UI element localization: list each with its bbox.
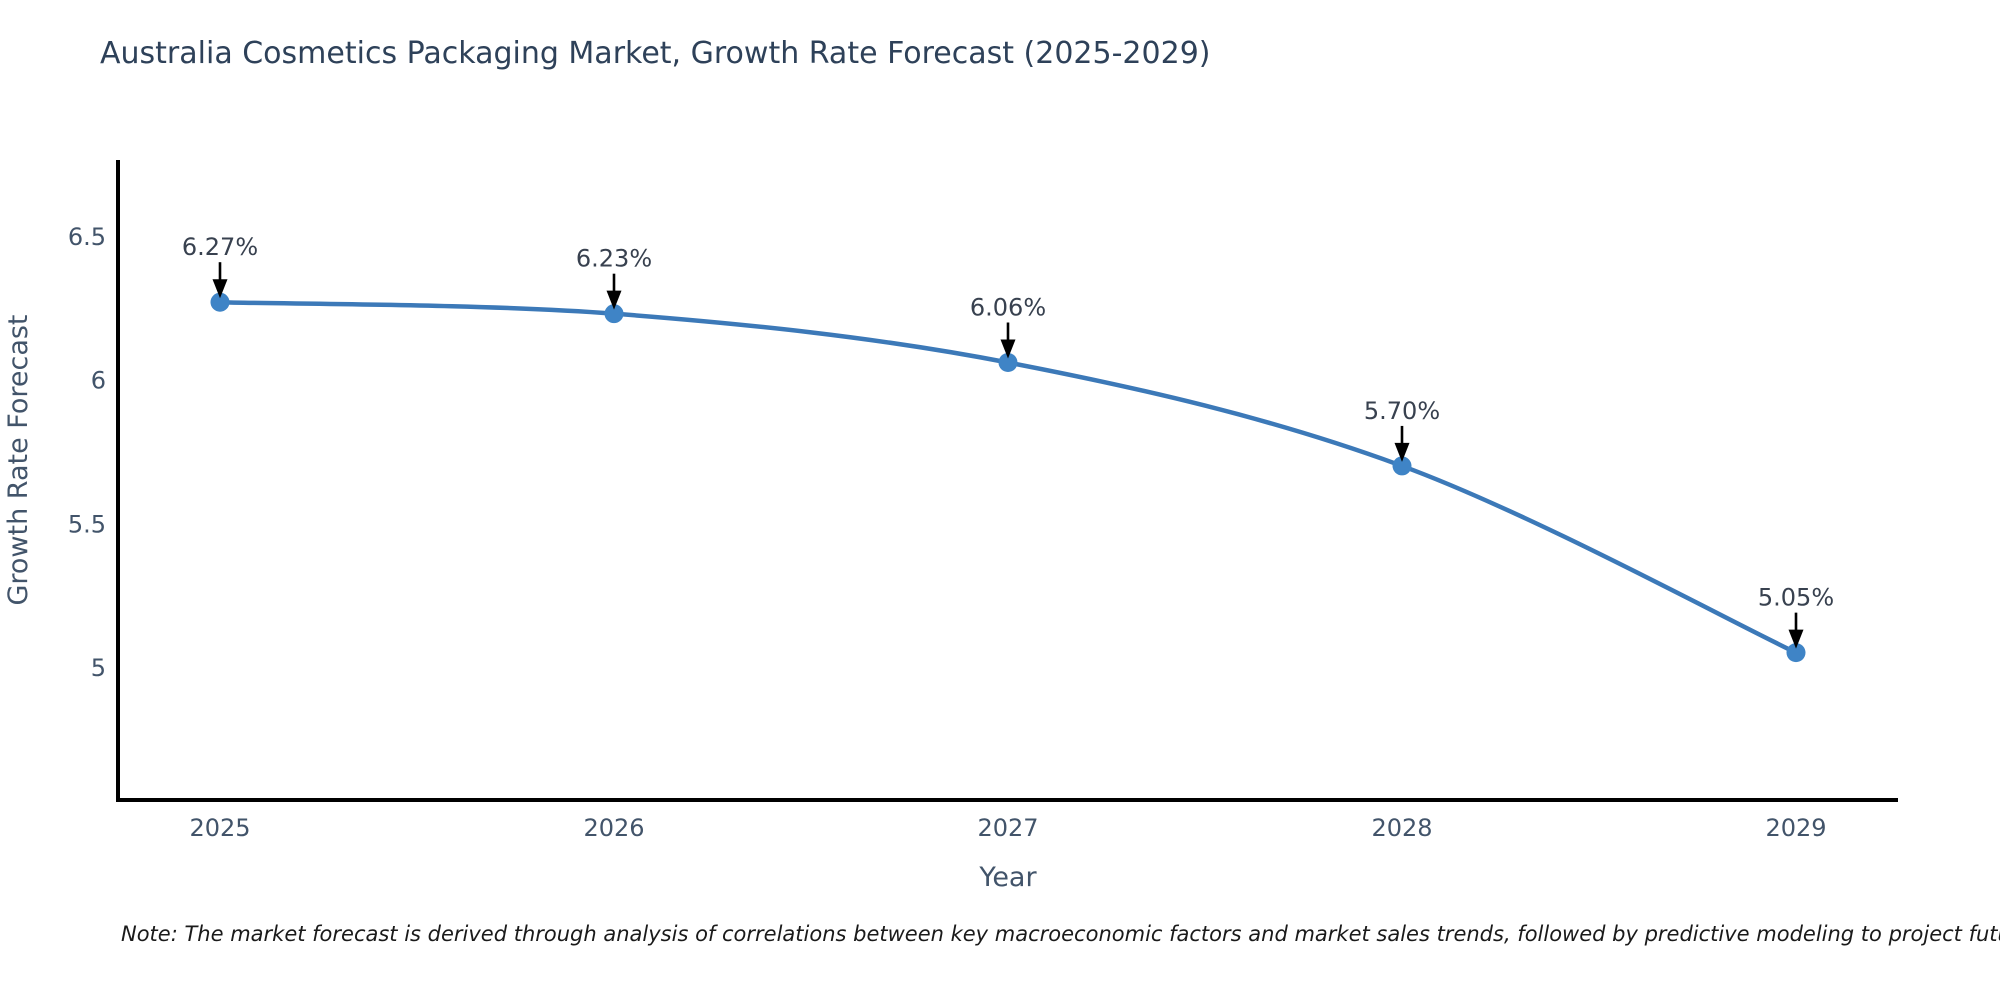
x-tick-2029: 2029 xyxy=(1765,814,1826,842)
y-tick-6.5: 6.5 xyxy=(68,223,106,251)
x-tick-2027: 2027 xyxy=(977,814,1038,842)
data-label-2029: 5.05% xyxy=(1758,584,1834,612)
x-tick-2025: 2025 xyxy=(189,814,250,842)
data-point-2026 xyxy=(604,304,624,324)
footnote: Note: The market forecast is derived thr… xyxy=(121,922,2000,946)
y-axis-title: Growth Rate Forecast xyxy=(3,314,34,605)
x-tick-2026: 2026 xyxy=(583,814,644,842)
y-tick-5.5: 5.5 xyxy=(68,510,106,538)
y-tick-5: 5 xyxy=(91,654,106,682)
data-label-2026: 6.23% xyxy=(576,245,652,273)
data-label-2025: 6.27% xyxy=(182,233,258,261)
y-tick-6: 6 xyxy=(91,367,106,395)
tick-labels: 2025 2026 2027 2028 2029 6.5 6 5.5 5 xyxy=(68,223,1827,842)
annotation-arrowhead-icon xyxy=(1394,442,1410,462)
annotation-arrowhead-icon xyxy=(606,290,622,310)
x-axis-title: Year xyxy=(978,862,1037,893)
forecast-series xyxy=(210,292,1806,663)
data-point-2027 xyxy=(998,353,1018,373)
x-tick-2028: 2028 xyxy=(1371,814,1432,842)
annotation-arrowhead-icon xyxy=(212,279,228,299)
data-point-2029 xyxy=(1786,643,1806,663)
axes xyxy=(116,160,1898,802)
annotation-arrowhead-icon xyxy=(1788,629,1804,649)
data-label-2027: 6.06% xyxy=(970,294,1046,322)
data-point-2028 xyxy=(1392,456,1412,476)
annotation-arrowhead-icon xyxy=(1000,339,1016,359)
data-point-2025 xyxy=(210,292,230,312)
point-annotations: 6.27% 6.23% 6.06% 5.70% 5.05% xyxy=(182,233,1834,649)
chart-title: Australia Cosmetics Packaging Market, Gr… xyxy=(100,36,1211,71)
data-label-2028: 5.70% xyxy=(1364,397,1440,425)
